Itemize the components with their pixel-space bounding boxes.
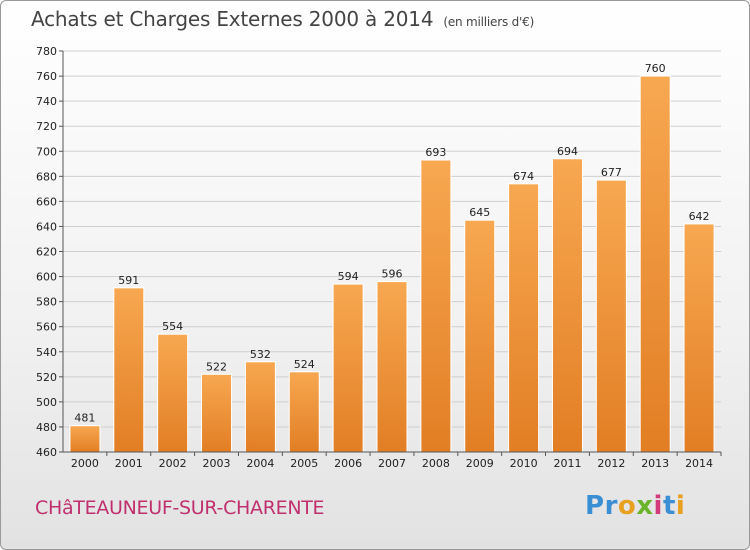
logo-letter: x xyxy=(636,491,654,521)
value-label-2004: 532 xyxy=(250,348,271,361)
bar-2012 xyxy=(595,179,627,453)
logo-letter: i xyxy=(675,491,686,521)
x-tick-label-2008: 2008 xyxy=(422,457,450,470)
value-label-2009: 645 xyxy=(469,206,490,219)
y-tick-label: 480 xyxy=(36,421,57,434)
bar-2009 xyxy=(464,219,496,453)
value-label-2013: 760 xyxy=(645,62,666,75)
y-tick-label: 660 xyxy=(36,195,57,208)
x-tick-label-2013: 2013 xyxy=(641,457,669,470)
x-tick-label-2011: 2011 xyxy=(553,457,581,470)
value-label-2001: 591 xyxy=(118,274,139,287)
bar-2000 xyxy=(69,425,101,453)
value-label-2014: 642 xyxy=(689,210,710,223)
x-tick-label-2001: 2001 xyxy=(115,457,143,470)
y-tick-label: 500 xyxy=(36,396,57,409)
y-tick-label: 600 xyxy=(36,271,57,284)
logo-letter: r xyxy=(604,491,618,521)
y-tick-label: 640 xyxy=(36,220,57,233)
logo-letter: i xyxy=(653,491,663,521)
proxiti-logo: Proxiti xyxy=(585,491,685,521)
y-tick-label: 560 xyxy=(36,321,57,334)
logo-letter: o xyxy=(617,491,637,521)
y-tick-label: 580 xyxy=(36,296,57,309)
chart-unit: (en milliers d'€) xyxy=(443,15,535,29)
bars xyxy=(69,75,715,453)
x-tick-label-2012: 2012 xyxy=(597,457,625,470)
x-tick-label-2009: 2009 xyxy=(466,457,494,470)
logo-letter: P xyxy=(585,491,605,521)
x-tick-label-2005: 2005 xyxy=(290,457,318,470)
y-tick-label: 520 xyxy=(36,371,57,384)
bar-2002 xyxy=(157,333,189,453)
bar-2003 xyxy=(201,373,233,453)
bar-2006 xyxy=(332,283,364,453)
x-tick-label-2007: 2007 xyxy=(378,457,406,470)
value-label-2011: 694 xyxy=(557,145,578,158)
x-tick-label-2014: 2014 xyxy=(685,457,713,470)
y-tick-label: 740 xyxy=(36,95,57,108)
y-tick-label: 780 xyxy=(36,45,57,58)
value-label-2006: 594 xyxy=(338,270,359,283)
axes: 460 480 500 520 540 560 580 600 620 640 660 680 700 7… xyxy=(36,45,722,470)
bar-2014 xyxy=(683,223,715,453)
y-tick-label: 680 xyxy=(36,170,57,183)
value-label-2005: 524 xyxy=(294,358,315,371)
x-tick-label-2003: 2003 xyxy=(203,457,231,470)
x-tick-label-2006: 2006 xyxy=(334,457,362,470)
x-tick-label-2004: 2004 xyxy=(246,457,274,470)
value-label-2008: 693 xyxy=(425,146,446,159)
chart-title: Achats et Charges Externes 2000 à 2014 (e… xyxy=(31,7,534,31)
bar-2001 xyxy=(113,287,145,453)
value-label-2012: 677 xyxy=(601,166,622,179)
value-labels: 481 591 554 522 532 524 594 596 693 645 674 694 677 7… xyxy=(74,62,709,425)
location-name: CHâTEAUNEUF-SUR-CHARENTE xyxy=(35,497,325,519)
bar-2013 xyxy=(639,75,671,453)
y-tick-label: 760 xyxy=(36,70,57,83)
logo-letter: t xyxy=(662,491,676,521)
bar-2007 xyxy=(376,281,408,453)
y-tick-label: 620 xyxy=(36,246,57,259)
x-tick-label-2000: 2000 xyxy=(71,457,99,470)
x-tick-label-2002: 2002 xyxy=(159,457,187,470)
bar-2004 xyxy=(244,361,276,453)
value-label-2002: 554 xyxy=(162,320,183,333)
y-tick-label: 720 xyxy=(36,120,57,133)
y-tick-label: 540 xyxy=(36,346,57,359)
value-label-2003: 522 xyxy=(206,360,227,373)
bar-2011 xyxy=(551,158,583,453)
y-tick-label: 460 xyxy=(36,446,57,459)
x-tick-label-2010: 2010 xyxy=(510,457,538,470)
value-label-2010: 674 xyxy=(513,170,534,183)
bar-2008 xyxy=(420,159,452,453)
bar-2005 xyxy=(288,371,320,453)
chart-title-text: Achats et Charges Externes 2000 à 2014 xyxy=(31,7,434,31)
y-tick-label: 700 xyxy=(36,145,57,158)
bar-2010 xyxy=(508,183,540,453)
value-label-2000: 481 xyxy=(74,412,95,425)
value-label-2007: 596 xyxy=(382,268,403,281)
